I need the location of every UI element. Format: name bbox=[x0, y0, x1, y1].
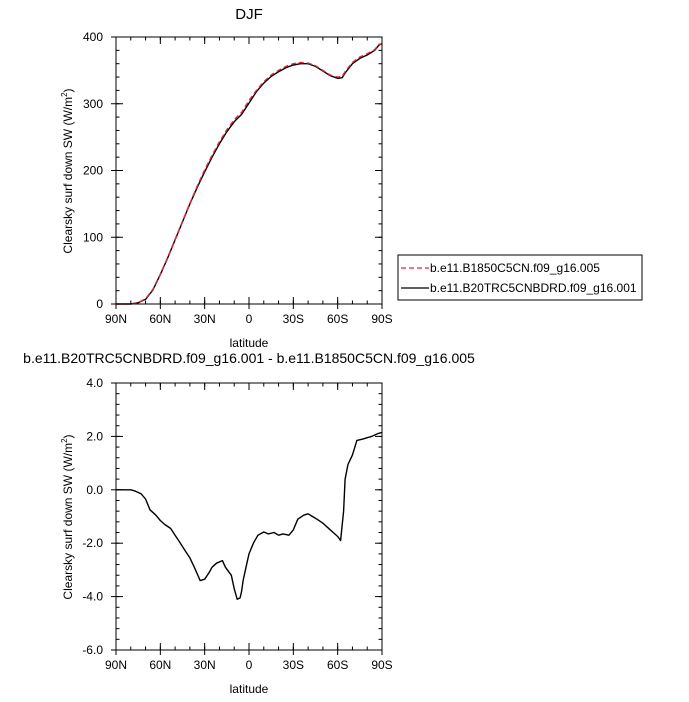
top-x-tick-labels: 90N 60N 30N 0 30S 60S 90S bbox=[105, 312, 393, 326]
top-series bbox=[116, 43, 383, 305]
top-plot-frame bbox=[115, 36, 383, 305]
bottom-y-axis-label: Clearsky surf down SW (W/m2) bbox=[60, 434, 75, 599]
x-tick-label: 30N bbox=[194, 312, 216, 326]
top-panel: DJF 0 100 200 300 400 90N 60N 30N 0 30S 60S 90S la… bbox=[60, 6, 393, 350]
y-tick-label: -2.0 bbox=[82, 536, 103, 550]
y-tick-label: 0.0 bbox=[86, 483, 103, 497]
bottom-x-axis-label: latitude bbox=[230, 682, 269, 696]
x-tick-label: 0 bbox=[246, 658, 253, 672]
series-line-1 bbox=[116, 43, 383, 305]
legend-box bbox=[397, 254, 643, 301]
legend-entry-1: b.e11.B1850C5CN.f09_g16.005 bbox=[430, 261, 600, 275]
top-y-label-main: Clearsky surf down SW (W/m bbox=[61, 97, 75, 254]
top-y-axis-label: Clearsky surf down SW (W/m2) bbox=[60, 88, 75, 253]
y-tick-label: 300 bbox=[83, 97, 103, 111]
bottom-y-label-end: ) bbox=[61, 434, 75, 438]
x-tick-label: 90S bbox=[371, 312, 392, 326]
x-tick-label: 60N bbox=[149, 312, 171, 326]
bottom-y-tick-labels: -6.0 -4.0 -2.0 0.0 2.0 4.0 bbox=[82, 376, 103, 657]
y-tick-label: 100 bbox=[83, 230, 103, 244]
bottom-plot-frame bbox=[115, 382, 383, 651]
x-tick-label: 60S bbox=[327, 658, 348, 672]
x-tick-label: 90N bbox=[105, 658, 127, 672]
y-tick-label: -4.0 bbox=[82, 590, 103, 604]
y-tick-label: -6.0 bbox=[82, 643, 103, 657]
top-chart-title: DJF bbox=[235, 6, 263, 23]
bottom-ticks bbox=[111, 382, 383, 655]
legend: b.e11.B1850C5CN.f09_g16.005 b.e11.B20TRC… bbox=[397, 254, 643, 301]
top-y-tick-labels: 0 100 200 300 400 bbox=[83, 30, 103, 311]
x-tick-label: 30S bbox=[283, 658, 304, 672]
y-tick-label: 0 bbox=[96, 297, 103, 311]
series-line-2 bbox=[116, 43, 383, 305]
top-y-label-end: ) bbox=[61, 88, 75, 92]
top-y-label-sup: 2 bbox=[60, 92, 69, 97]
bottom-x-tick-labels: 90N 60N 30N 0 30S 60S 90S bbox=[105, 658, 393, 672]
y-tick-label: 400 bbox=[83, 30, 103, 44]
x-tick-label: 90S bbox=[371, 658, 392, 672]
series-line-1 bbox=[116, 431, 383, 600]
x-tick-label: 90N bbox=[105, 312, 127, 326]
bottom-y-label-main: Clearsky surf down SW (W/m bbox=[61, 443, 75, 600]
x-tick-label: 30N bbox=[194, 658, 216, 672]
top-x-axis-label: latitude bbox=[230, 336, 269, 350]
bottom-chart-title: b.e11.B20TRC5CNBDRD.f09_g16.001 - b.e11.… bbox=[23, 350, 475, 366]
x-tick-label: 60N bbox=[149, 658, 171, 672]
x-tick-label: 60S bbox=[327, 312, 348, 326]
y-tick-label: 4.0 bbox=[86, 376, 103, 390]
x-tick-label: 30S bbox=[283, 312, 304, 326]
y-tick-label: 200 bbox=[83, 164, 103, 178]
bottom-panel: b.e11.B20TRC5CNBDRD.f09_g16.001 - b.e11.… bbox=[23, 350, 475, 696]
bottom-series bbox=[116, 431, 383, 600]
y-tick-label: 2.0 bbox=[86, 429, 103, 443]
x-tick-label: 0 bbox=[246, 312, 253, 326]
legend-entry-2: b.e11.B20TRC5CNBDRD.f09_g16.001 bbox=[430, 281, 637, 295]
bottom-y-label-sup: 2 bbox=[60, 438, 69, 443]
